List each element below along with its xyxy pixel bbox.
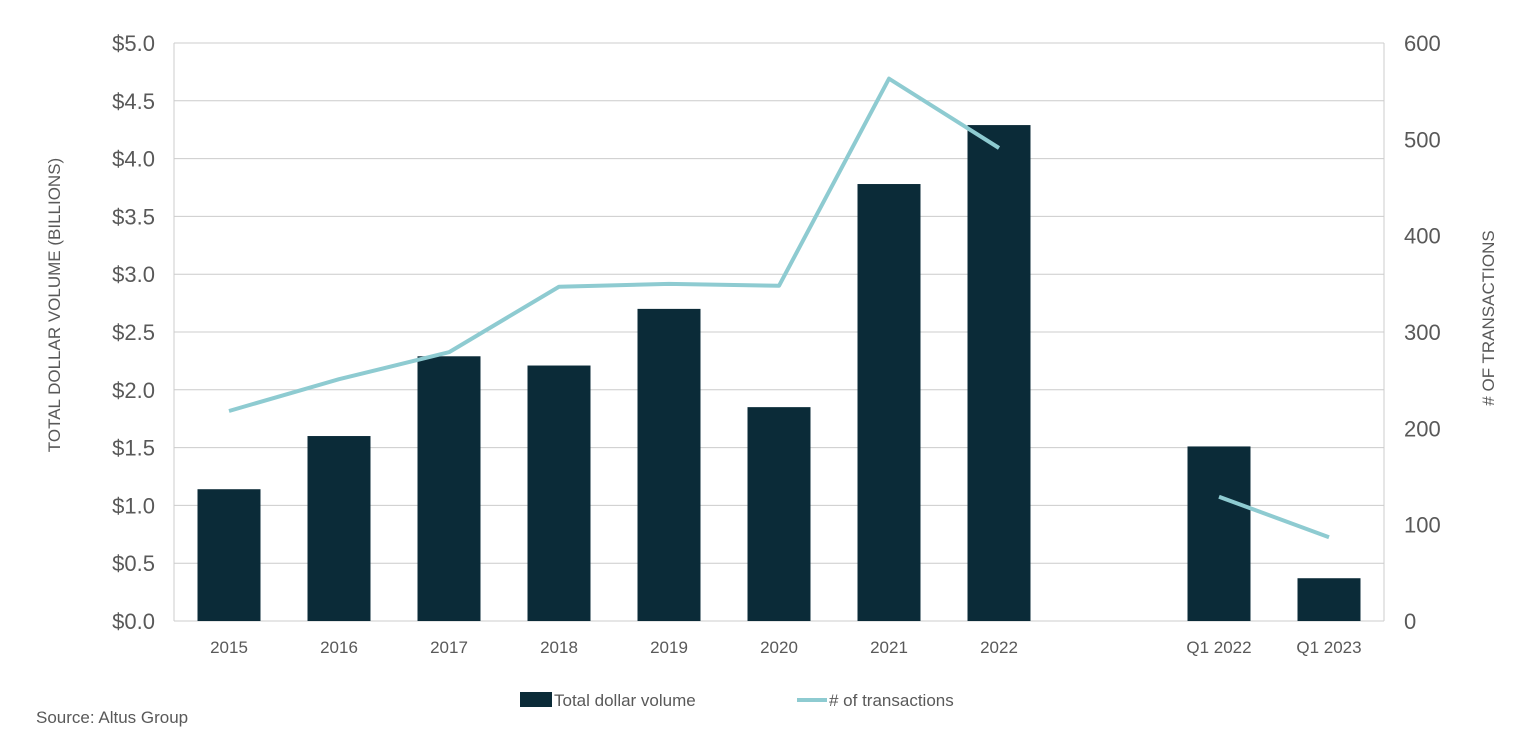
right-axis-title: # OF TRANSACTIONS xyxy=(1479,230,1498,405)
right-tick-label: 500 xyxy=(1404,127,1441,152)
legend-line-label: # of transactions xyxy=(829,691,954,710)
x-tick-label: 2022 xyxy=(980,638,1018,657)
right-tick-label: 0 xyxy=(1404,609,1416,634)
x-tick-label: Q1 2022 xyxy=(1186,638,1251,657)
right-tick-label: 600 xyxy=(1404,31,1441,56)
x-tick-label: 2020 xyxy=(760,638,798,657)
legend-bar-label: Total dollar volume xyxy=(554,691,696,710)
x-tick-label: Q1 2023 xyxy=(1296,638,1361,657)
left-tick-label: $0.0 xyxy=(112,609,155,634)
left-tick-label: $3.5 xyxy=(112,204,155,229)
left-tick-label: $2.0 xyxy=(112,378,155,403)
left-axis-ticks: $0.0 $0.5 $1.0 $1.5 $2.0 $2.5 $3.0 $3.5 $4.0 $4.5… xyxy=(112,31,155,634)
left-tick-label: $4.5 xyxy=(112,89,155,114)
x-tick-label: 2015 xyxy=(210,638,248,657)
source-note: Source: Altus Group xyxy=(36,708,188,727)
bar-2019 xyxy=(638,309,701,621)
left-tick-label: $1.0 xyxy=(112,493,155,518)
right-axis-ticks: 0 100 200 300 400 500 600 xyxy=(1404,31,1441,634)
bar-2017 xyxy=(418,356,481,621)
left-tick-label: $0.5 xyxy=(112,551,155,576)
right-tick-label: 100 xyxy=(1404,513,1441,538)
right-tick-label: 200 xyxy=(1404,416,1441,441)
right-tick-label: 400 xyxy=(1404,224,1441,249)
left-tick-label: $4.0 xyxy=(112,147,155,172)
left-tick-label: $3.0 xyxy=(112,262,155,287)
x-tick-label: 2017 xyxy=(430,638,468,657)
bar-q1-2023 xyxy=(1298,578,1361,621)
right-tick-label: 300 xyxy=(1404,320,1441,345)
x-tick-label: 2018 xyxy=(540,638,578,657)
bar-2022 xyxy=(968,125,1031,621)
bar-2015 xyxy=(198,489,261,621)
left-tick-label: $5.0 xyxy=(112,31,155,56)
legend-bar-swatch xyxy=(520,692,552,707)
x-axis-ticks: 2015 2016 2017 2018 2019 2020 2021 2022 Q1 2022 Q… xyxy=(210,638,1362,657)
legend: Total dollar volume # of transactions xyxy=(520,691,954,710)
left-axis-title: TOTAL DOLLAR VOLUME (BILLIONS) xyxy=(45,158,64,452)
x-tick-label: 2019 xyxy=(650,638,688,657)
bar-2021 xyxy=(858,184,921,621)
bar-2016 xyxy=(308,436,371,621)
bar-2018 xyxy=(528,366,591,621)
left-tick-label: $1.5 xyxy=(112,436,155,461)
x-tick-label: 2016 xyxy=(320,638,358,657)
bar-q1-2022 xyxy=(1188,446,1251,621)
bar-2020 xyxy=(748,407,811,621)
left-tick-label: $2.5 xyxy=(112,320,155,345)
x-tick-label: 2021 xyxy=(870,638,908,657)
